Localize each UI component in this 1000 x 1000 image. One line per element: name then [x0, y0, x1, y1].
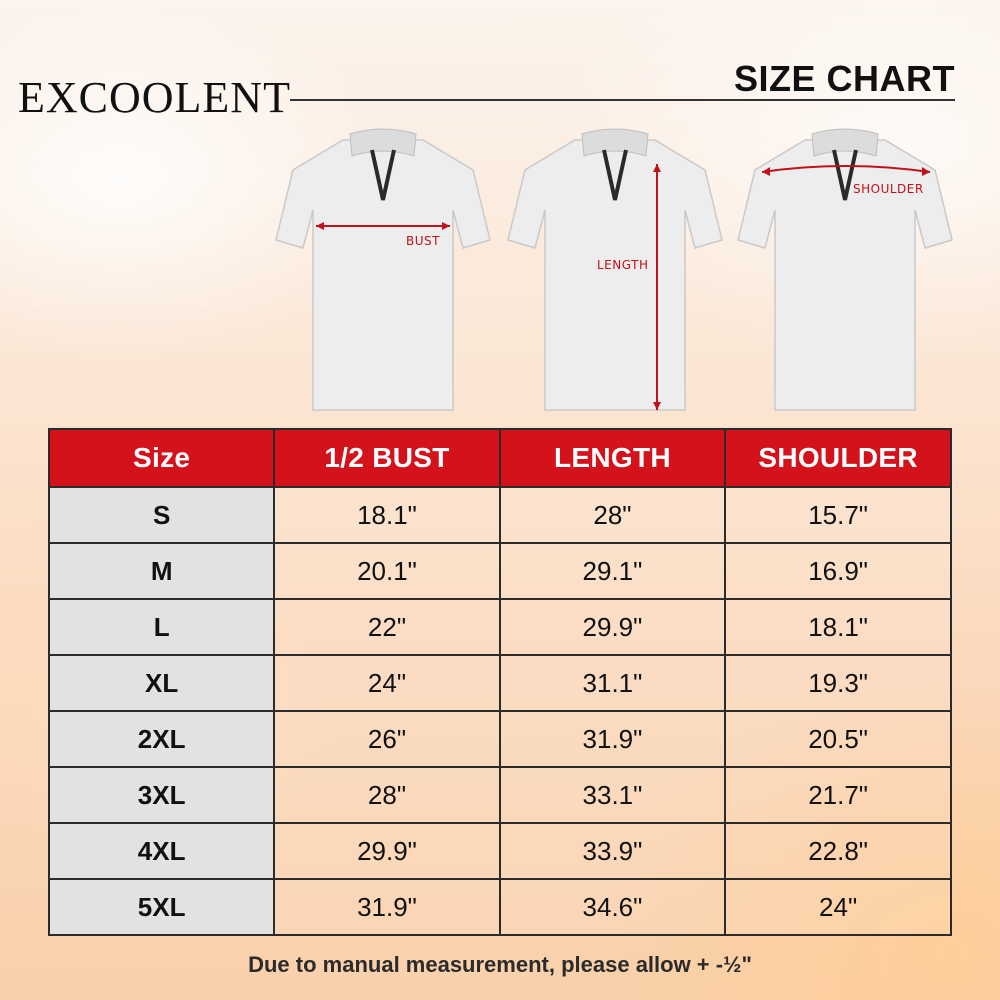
shirt-length-illustration [507, 128, 723, 411]
header-rule [290, 99, 955, 101]
table-header-row: Size 1/2 BUST LENGTH SHOULDER [47, 428, 952, 488]
table-row: 2XL 26" 31.9" 20.5" [47, 710, 952, 768]
size-cell: S [47, 486, 276, 544]
shoulder-cell: 21.7" [724, 766, 952, 824]
length-cell: 31.9" [498, 710, 727, 768]
table-row: 5XL 31.9" 34.6" 24" [47, 878, 952, 936]
bust-cell: 18.1" [273, 486, 501, 544]
size-cell: L [47, 598, 276, 656]
bust-cell: 26" [273, 710, 501, 768]
measurement-footnote: Due to manual measurement, please allow … [248, 952, 752, 977]
header-shoulder: SHOULDER [724, 428, 952, 488]
shirt-bust-illustration [275, 128, 491, 411]
size-cell: XL [47, 654, 276, 712]
shoulder-cell: 19.3" [724, 654, 952, 712]
table-row: L 22" 29.9" 18.1" [47, 598, 952, 656]
header-size: Size [47, 428, 276, 488]
table-row: S 18.1" 28" 15.7" [47, 486, 952, 544]
size-cell: 3XL [47, 766, 276, 824]
shoulder-cell: 24" [724, 878, 952, 936]
size-cell: M [47, 542, 276, 600]
shoulder-cell: 18.1" [724, 598, 952, 656]
bust-cell: 29.9" [273, 822, 501, 880]
table-row: 3XL 28" 33.1" 21.7" [47, 766, 952, 824]
bust-measure-label: BUST [406, 234, 440, 248]
bust-cell: 31.9" [273, 878, 501, 936]
bust-cell: 20.1" [273, 542, 501, 600]
length-cell: 29.1" [498, 542, 727, 600]
table-row: M 20.1" 29.1" 16.9" [47, 542, 952, 600]
length-cell: 28" [498, 486, 727, 544]
bust-cell: 24" [273, 654, 501, 712]
length-cell: 33.1" [498, 766, 727, 824]
length-cell: 29.9" [498, 598, 727, 656]
header-length: LENGTH [498, 428, 727, 488]
header-half-bust: 1/2 BUST [273, 428, 501, 488]
size-cell: 4XL [47, 822, 276, 880]
shoulder-cell: 22.8" [724, 822, 952, 880]
page-title: SIZE CHART [734, 58, 955, 99]
size-cell: 2XL [47, 710, 276, 768]
shoulder-measure-label: SHOULDER [853, 182, 924, 196]
shoulder-cell: 15.7" [724, 486, 952, 544]
shirt-illustrations: BUST LENGTH SHOULDER [0, 0, 1000, 430]
brand-logo: EXCOOLENT [18, 73, 291, 122]
bust-cell: 22" [273, 598, 501, 656]
size-cell: 5XL [47, 878, 276, 936]
shoulder-cell: 16.9" [724, 542, 952, 600]
size-table: Size 1/2 BUST LENGTH SHOULDER S 18.1" 28… [47, 428, 952, 936]
length-measure-label: LENGTH [597, 258, 649, 272]
table-row: 4XL 29.9" 33.9" 22.8" [47, 822, 952, 880]
shoulder-cell: 20.5" [724, 710, 952, 768]
length-cell: 34.6" [498, 878, 727, 936]
length-cell: 31.1" [498, 654, 727, 712]
shirt-shoulder-illustration [737, 128, 953, 411]
length-cell: 33.9" [498, 822, 727, 880]
table-row: XL 24" 31.1" 19.3" [47, 654, 952, 712]
bust-cell: 28" [273, 766, 501, 824]
